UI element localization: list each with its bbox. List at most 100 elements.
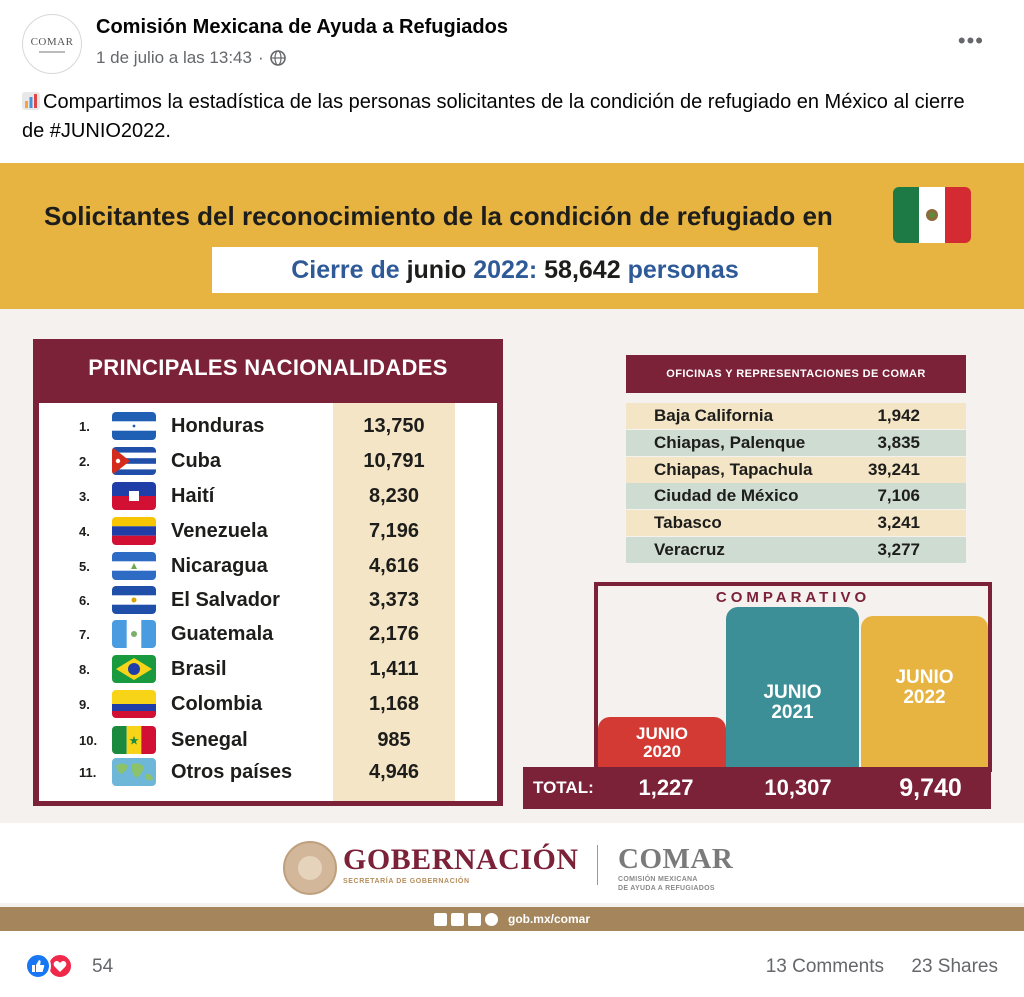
logo-divider [597,845,598,885]
cuba-flag-icon [112,447,156,475]
infographic-image[interactable]: Solicitantes del reconocimiento de la co… [0,163,1024,931]
nationalities-list: 1. Honduras 13,750 2. Cuba 10,791 3. Haití 8,230… [39,403,497,801]
shares-link[interactable]: 23 Shares [911,956,998,977]
nationality-row: 11. Otros países 4,946 [39,757,497,787]
social-strip: gob.mx/comar [0,907,1024,931]
avatar-logo-underline [39,50,65,53]
office-name: Chiapas, Palenque [654,432,806,452]
office-name: Baja California [654,406,774,425]
nationality-row: 9. Colombia 1,168 [39,689,497,719]
comments-link[interactable]: 13 Comments [765,956,884,977]
like-icon[interactable] [25,953,51,979]
globe-icon[interactable] [269,50,286,66]
rank-number: 8. [79,661,90,677]
office-name: Veracruz [654,540,725,559]
country-value: 1,411 [369,657,419,680]
bar-label-year: 2020 [643,741,681,761]
avatar-logo-text: COMAR [30,35,74,48]
cierre-year: 2022: [473,255,545,284]
office-row: Tabasco 3,241 [626,510,966,537]
cierre-suffix: personas [627,255,739,284]
bar-label-year: 2022 [903,686,946,708]
infographic-footer: GOBERNACIÓN SECRETARÍA DE GOBERNACIÓN CO… [0,823,1024,903]
cierre-prefix: Cierre de [291,255,407,284]
el-salvador-flag-icon [112,586,156,614]
country-value: 8,230 [368,484,420,507]
rank-number: 5. [79,558,90,574]
values-column-bg [333,403,455,801]
post-body-text: Compartimos la estadística de las person… [22,91,965,142]
rank-number: 7. [79,626,90,642]
country-value: 3,373 [368,588,420,611]
bar-label-month: JUNIO [895,667,954,688]
post-text: Compartimos la estadística de las person… [22,88,982,146]
post-timestamp[interactable]: 1 de julio a las 13:43 [96,48,252,67]
total-2022: 9,740 [899,773,962,802]
cierre-month: junio [406,255,474,284]
country-value: 4,946 [368,760,420,783]
infographic-title: Solicitantes del reconocimiento de la co… [44,201,833,231]
facebook-icon [433,912,447,926]
post-meta: 1 de julio a las 13:43 · [96,48,286,68]
office-value: 3,835 [877,432,920,452]
country-name: Otros países [171,760,293,783]
nationality-row: 5. Nicaragua 4,616 [39,551,497,581]
office-row: Baja California 1,942 [626,403,966,429]
office-value: 3,241 [877,513,920,533]
page-name-link[interactable]: Comisión Mexicana de Ayuda a Refugiados [96,16,508,38]
world-map-flag-icon [112,758,156,786]
page-avatar[interactable]: COMAR [22,14,82,74]
rank-number: 6. [79,592,90,608]
country-value: 4,616 [368,554,420,577]
cierre-summary: Cierre de junio 2022: 58,642 personas [212,247,818,293]
nicaragua-flag-icon [112,552,156,580]
nationality-row: 6. El Salvador 3,373 [39,585,497,615]
country-name: Venezuela [171,519,268,542]
offices-title: OFICINAS Y REPRESENTACIONES DE COMAR [626,355,966,393]
infographic-banner: Solicitantes del reconocimiento de la co… [0,163,1024,309]
country-name: Brasil [171,657,227,680]
comar-logo-text: COMAR [618,843,734,875]
office-value: 1,942 [877,406,920,425]
youtube-icon [484,912,498,926]
reaction-icons[interactable] [25,953,81,979]
office-name: Ciudad de México [654,486,799,506]
bar-chart-icon [22,92,40,110]
rank-number: 11. [79,764,97,780]
comar-subtitle-line1: COMISIÓN MEXICANA [618,876,698,883]
country-value: 13,750 [363,414,425,437]
rank-number: 10. [79,732,98,748]
more-options-button[interactable]: ••• [957,28,984,53]
cierre-total: 58,642 [544,255,628,284]
office-row: Chiapas, Tapachula 39,241 [626,456,966,483]
comparativo-bar: JUNIO 2020 [598,717,726,767]
rank-number: 4. [79,523,90,539]
rank-number: 2. [79,453,90,469]
rank-number: 1. [79,418,90,434]
nationality-row: 8. Brasil 1,411 [39,654,497,684]
reaction-count[interactable]: 54 [92,956,114,977]
bar-label-month: JUNIO [636,724,688,743]
haiti-flag-icon [112,482,156,510]
country-name: Guatemala [171,622,274,645]
comar-subtitle: COMISIÓN MEXICANA DE AYUDA A REFUGIADOS [618,875,728,893]
comparativo-bar: JUNIO 2022 [861,616,988,767]
nationality-row: 1. Honduras 13,750 [39,411,497,441]
nationality-row: 10. Senegal 985 [39,725,497,755]
country-value: 10,791 [363,449,425,472]
venezuela-flag-icon [112,517,156,545]
country-value: 1,168 [368,692,420,715]
country-name: Colombia [171,692,263,715]
country-value: 2,176 [368,622,420,645]
comparativo-title: COMPARATIVO [715,589,871,606]
office-row: Veracruz 3,277 [626,537,966,563]
office-value: 7,106 [877,486,920,506]
nationality-row: 2. Cuba 10,791 [39,446,497,476]
country-name: Nicaragua [171,554,268,577]
country-name: El Salvador [171,588,280,611]
office-value: 39,241 [868,459,920,479]
rank-number: 3. [79,488,90,504]
brasil-flag-icon [112,655,156,683]
total-label: TOTAL: [533,778,594,797]
bar-label-month: JUNIO [763,682,822,703]
